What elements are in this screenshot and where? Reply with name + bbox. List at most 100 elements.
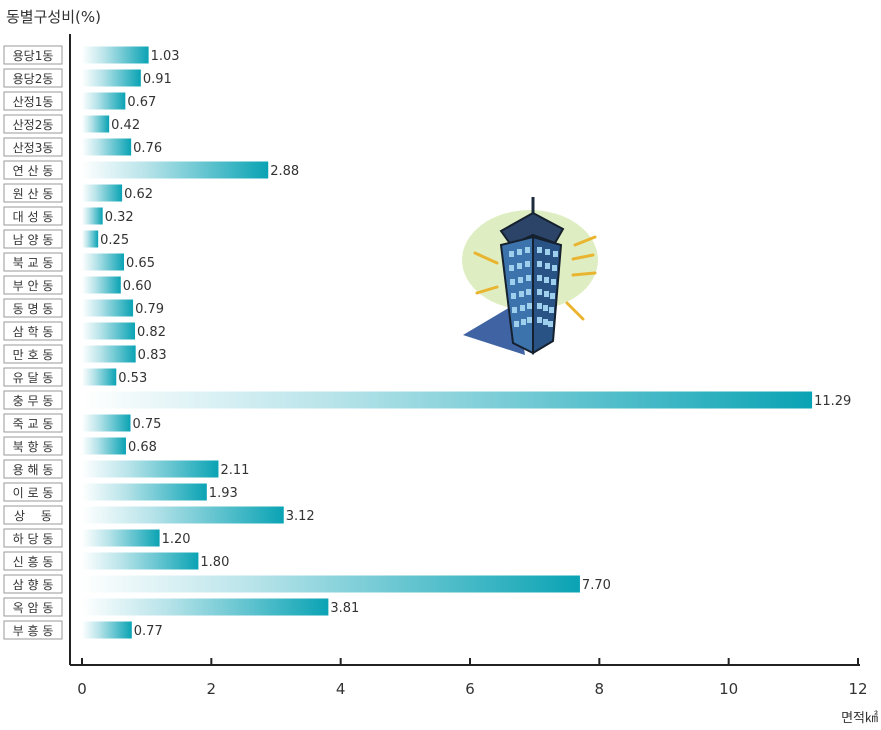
data-label: 0.77: [134, 624, 163, 639]
category-label-text: 상 동: [14, 509, 52, 523]
category-label-box: [3, 114, 63, 134]
category-label-box: [3, 275, 63, 295]
category-label-box: [3, 91, 63, 111]
data-label: 0.68: [128, 440, 157, 455]
bar: [82, 253, 125, 271]
bar: [82, 460, 219, 478]
x-axis-ticks: 0 2 4 6 8 10 12: [77, 658, 868, 698]
category-label-text: 유 달 동: [13, 371, 54, 385]
category-label: 연 산 동: [3, 160, 63, 180]
data-label: 0.62: [124, 187, 153, 202]
category-label-text: 삼 향 동: [13, 578, 54, 592]
data-label: 0.25: [100, 233, 129, 248]
category-label-box: [3, 482, 63, 502]
category-label-text: 이 로 동: [13, 486, 54, 500]
bar: [82, 138, 132, 156]
category-label: 용 해 동: [3, 459, 63, 479]
data-label: 1.20: [162, 532, 191, 547]
data-label: 0.83: [138, 348, 167, 363]
category-label-box: [3, 574, 63, 594]
category-label-box: [3, 344, 63, 364]
data-label: 0.42: [111, 118, 140, 133]
category-label-text: 죽 교 동: [13, 417, 54, 431]
category-label: 동 명 동: [3, 298, 63, 318]
category-label-text: 동 명 동: [13, 302, 54, 316]
x-tick-label: 2: [207, 680, 217, 698]
category-label: 신 흥 동: [3, 551, 63, 571]
category-label-box: [3, 413, 63, 433]
category-label-box: [3, 160, 63, 180]
category-label: 하 당 동: [3, 528, 63, 548]
data-label: 0.32: [105, 210, 134, 225]
category-label-text: 용당2동: [13, 72, 54, 86]
skyscraper-illustration: [462, 197, 598, 355]
category-label-text: 북 항 동: [13, 440, 54, 454]
category-label: 원 산 동: [3, 183, 63, 203]
data-label: 7.70: [582, 578, 611, 593]
data-label: 0.67: [127, 95, 156, 110]
category-label-text: 북 교 동: [13, 256, 54, 270]
category-label-box: [3, 229, 63, 249]
building-windows: [509, 247, 558, 327]
chart-title: 동별구성비(%): [6, 8, 101, 26]
bar: [82, 276, 121, 294]
data-label: 2.11: [220, 463, 249, 478]
category-label: 용당2동: [3, 68, 63, 88]
category-label-text: 하 당 동: [13, 532, 54, 546]
bar: [82, 575, 580, 593]
x-tick-label: 0: [77, 680, 87, 698]
category-label: 산정2동: [3, 114, 63, 134]
category-label-box: [3, 137, 63, 157]
category-label: 삼 학 동: [3, 321, 63, 341]
bar: [82, 345, 136, 363]
bar: [82, 46, 149, 64]
data-label: 1.80: [200, 555, 229, 570]
data-label: 0.91: [143, 72, 172, 87]
category-label-text: 원 산 동: [13, 187, 54, 201]
category-label-text: 산정3동: [13, 141, 54, 155]
data-label: 0.65: [126, 256, 155, 271]
category-label-box: [3, 45, 63, 65]
bar: [82, 368, 117, 386]
bar: [82, 483, 207, 501]
bar: [82, 621, 132, 639]
data-label: 11.29: [814, 394, 851, 409]
bar: [82, 115, 110, 133]
category-label-box: [3, 436, 63, 456]
category-label-box: [3, 298, 63, 318]
category-label-text: 부 흥 동: [13, 624, 54, 638]
category-label-box: [3, 459, 63, 479]
category-label-box: [3, 183, 63, 203]
category-label-text: 신 흥 동: [13, 555, 54, 569]
category-label-box: [3, 367, 63, 387]
category-label-box: [3, 597, 63, 617]
category-label: 대 성 동: [3, 206, 63, 226]
category-label: 이 로 동: [3, 482, 63, 502]
category-label: 용당1동: [3, 45, 63, 65]
category-label: 죽 교 동: [3, 413, 63, 433]
category-label: 만 호 동: [3, 344, 63, 364]
category-label: 북 항 동: [3, 436, 63, 456]
x-tick-label: 12: [848, 680, 867, 698]
category-label-box: [3, 321, 63, 341]
category-label-box: [3, 620, 63, 640]
data-label: 2.88: [270, 164, 299, 179]
category-label-box: [3, 68, 63, 88]
category-label-text: 용 해 동: [13, 463, 54, 477]
data-label: 0.76: [133, 141, 162, 156]
category-label: 산정3동: [3, 137, 63, 157]
bar: [82, 92, 126, 110]
category-label-text: 만 호 동: [13, 348, 54, 362]
bar: [82, 552, 199, 570]
bar: [82, 161, 269, 179]
data-label: 1.93: [209, 486, 238, 501]
bars: [82, 46, 813, 639]
x-tick-label: 4: [336, 680, 346, 698]
category-label-text: 남 양 동: [13, 233, 54, 247]
category-label-box: [3, 505, 63, 525]
category-label: 부 안 동: [3, 275, 63, 295]
category-label-text: 부 안 동: [13, 279, 54, 293]
bar: [82, 322, 136, 340]
category-label: 충 무 동: [3, 390, 63, 410]
